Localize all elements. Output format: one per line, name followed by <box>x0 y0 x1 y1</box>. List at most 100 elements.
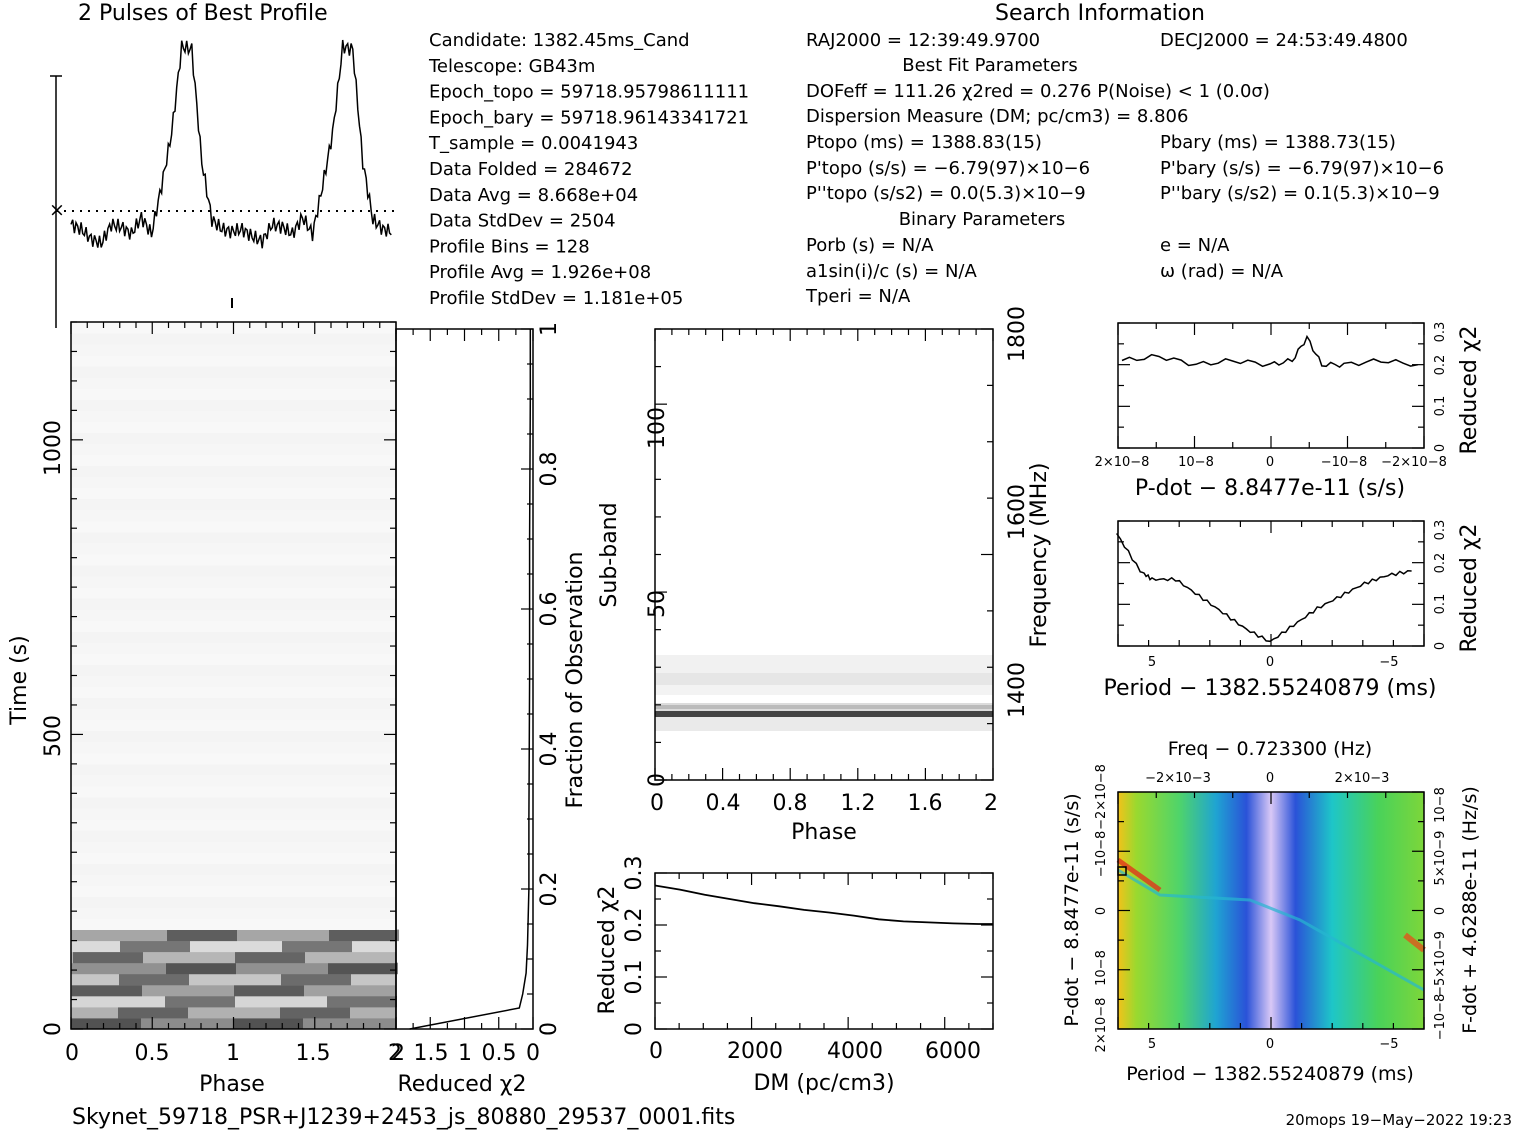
tp-cell <box>71 675 234 687</box>
tp-cell <box>71 852 234 864</box>
tp-cell <box>233 609 396 621</box>
tp-cell <box>71 454 234 467</box>
info-e: e = N/A <box>1160 235 1230 256</box>
tp-cell <box>233 653 396 665</box>
tp-cell <box>233 388 396 400</box>
info-porb: Porb (s) = N/A <box>806 235 934 256</box>
sb-ytick-0: 0 <box>645 773 670 787</box>
tp-cell <box>71 730 234 743</box>
tp-cell <box>233 576 396 588</box>
tp-xtick-3: 1.5 <box>296 1041 331 1066</box>
cf-ytick-5: 1 <box>537 322 562 336</box>
period-frame <box>1117 520 1425 647</box>
tp-cell <box>71 951 234 964</box>
pp-x2tick-2: 2×10−3 <box>1335 771 1390 786</box>
info-bestfit-header: Best Fit Parameters <box>902 55 1077 76</box>
pp-ytick-0: 2×10−8 <box>1094 998 1109 1053</box>
tp-cell <box>71 719 234 732</box>
tp-cell <box>233 399 396 411</box>
pp-y2tick-2: 0 <box>1433 907 1448 915</box>
tp-cell <box>233 432 396 444</box>
sb-band <box>655 717 993 731</box>
tp-pulse-band <box>281 973 351 986</box>
tp-cell <box>233 741 396 754</box>
pe-xlabel: Period − 1382.55240879 (ms) <box>1103 676 1436 701</box>
info-pddtopo: P''topo (s/s2) = 0.0(5.3)×10−9 <box>806 183 1086 204</box>
info-dm: Dispersion Measure (DM; pc/cm3) = 8.806 <box>806 106 1188 127</box>
dm-chi2-panel: 0 2000 4000 6000 DM (pc/cm3) 0 0.1 0.2 0… <box>595 856 994 1096</box>
info-left-row: Epoch_topo = 59718.95798611111 <box>429 82 749 103</box>
tp-cell <box>71 763 234 776</box>
pd-ylabel: Reduced χ2 <box>1457 325 1482 454</box>
tp-xtick-0: 0 <box>65 1041 79 1066</box>
tp-cell <box>71 333 234 345</box>
pe-ytick-3: 0.3 <box>1433 520 1448 541</box>
tp-cell <box>233 421 396 433</box>
cf-xlabel: Reduced χ2 <box>397 1072 526 1097</box>
tp-cell <box>233 531 396 544</box>
pe-ytick-1: 0.1 <box>1433 594 1448 615</box>
tp-cell <box>233 786 396 798</box>
pdot-chi2-curve <box>1121 334 1419 369</box>
info-dec: DECJ2000 = 24:53:49.4800 <box>1160 30 1408 51</box>
info-binary-header: Binary Parameters <box>899 209 1066 230</box>
tp-cell <box>71 520 234 533</box>
pp-ytick-3: −10−8 <box>1094 831 1109 878</box>
tp-cell <box>71 686 234 698</box>
info-pdbary: P'bary (s/s) = −6.79(97)×10−6 <box>1160 158 1444 179</box>
dm-chi2-curve <box>654 884 993 925</box>
tp-cell <box>71 984 234 997</box>
time-phase-ticks <box>70 321 397 1030</box>
tp-cell <box>71 995 234 1008</box>
tp-cell <box>233 542 396 555</box>
sb-band <box>655 673 993 685</box>
tp-ylabel: Time (s) <box>7 635 32 725</box>
tp-cell <box>71 741 234 754</box>
tp-cell <box>233 719 396 732</box>
info-left-row: Data StdDev = 2504 <box>429 211 616 232</box>
pd-xtick-1: 10−8 <box>1178 455 1214 470</box>
ppdot-panel: Freq − 0.723300 (Hz) −2×10−3 0 2×10−3 5 … <box>1061 738 1481 1085</box>
subband-heatmap <box>655 655 993 731</box>
tp-cell <box>71 631 234 643</box>
cf-xtick-1: 1.5 <box>414 1041 449 1066</box>
tp-xtick-1: 0.5 <box>135 1041 170 1066</box>
tp-cell <box>233 355 396 367</box>
tp-cell <box>233 620 396 632</box>
cf-ytick-1: 0.2 <box>537 872 562 907</box>
pd-xtick-4: −2×10−8 <box>1381 455 1447 470</box>
tp-pulse-band <box>72 984 142 997</box>
cf-xtick-2: 1 <box>458 1041 472 1066</box>
profile-panel: 2 Pulses of Best Profile × <box>49 1 396 328</box>
info-pdtopo: P'topo (s/s) = −6.79(97)×10−6 <box>806 158 1090 179</box>
tp-cell <box>71 708 234 721</box>
tp-cell <box>233 863 396 875</box>
tp-cell <box>233 476 396 489</box>
tp-cell <box>233 730 396 743</box>
tp-cell <box>71 443 234 455</box>
tp-cell <box>233 763 396 776</box>
tp-cell <box>233 708 396 721</box>
tp-cell <box>233 554 396 566</box>
pp-x2tick-0: −2×10−3 <box>1145 771 1211 786</box>
tp-cell <box>71 653 234 665</box>
tp-cell <box>71 355 234 367</box>
ppdot-ticks <box>1117 791 1425 1030</box>
tp-cell <box>71 554 234 566</box>
dm-xlabel: DM (pc/cm3) <box>753 1071 894 1096</box>
tp-pulse-band <box>71 1018 141 1030</box>
info-left-column: Candidate: 1382.45ms_Cand Telescope: GB43… <box>428 30 749 309</box>
ppdot-ridge <box>1117 868 1425 992</box>
search-info: Search Information Candidate: 1382.45ms_… <box>428 1 1444 309</box>
tp-pulse-band <box>73 951 143 964</box>
pd-ytick-1: 0.1 <box>1433 396 1448 417</box>
pdot-ticks <box>1117 322 1425 449</box>
dm-ytick-3: 0.3 <box>622 856 647 891</box>
tp-cell <box>233 686 396 698</box>
sb-band <box>655 655 993 673</box>
info-left-row: Data Folded = 284672 <box>429 159 633 180</box>
tp-cell <box>71 576 234 588</box>
pdot-frame <box>1117 322 1425 449</box>
profile-curve <box>70 39 392 249</box>
info-left-row: Profile Avg = 1.926e+08 <box>429 262 651 283</box>
